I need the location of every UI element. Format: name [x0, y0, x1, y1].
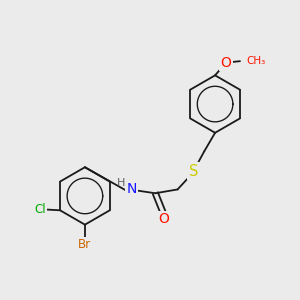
Text: Br: Br: [78, 238, 92, 251]
Text: S: S: [189, 164, 198, 178]
Text: O: O: [220, 56, 231, 70]
Text: O: O: [158, 212, 169, 226]
Text: Cl: Cl: [34, 203, 46, 216]
Text: H: H: [117, 178, 125, 188]
Text: CH₃: CH₃: [247, 56, 266, 66]
Text: N: N: [126, 182, 137, 197]
